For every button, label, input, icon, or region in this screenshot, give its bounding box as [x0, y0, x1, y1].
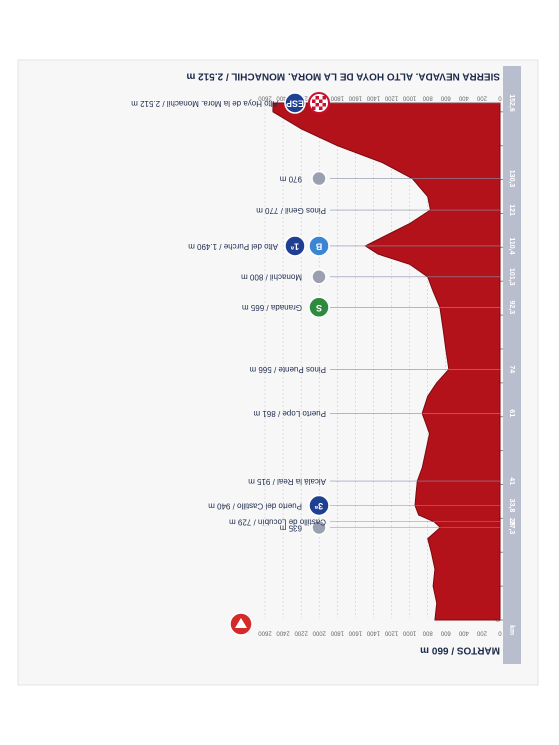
check — [322, 96, 326, 100]
y-tick-label: 800 — [422, 629, 433, 635]
y-tick-label: 200 — [476, 629, 487, 635]
check — [322, 103, 326, 107]
km-label: 152,6 — [508, 94, 515, 112]
badge: 3ª — [308, 494, 330, 517]
y-tick-label: 2400 — [276, 94, 290, 100]
badge — [311, 269, 327, 285]
y-tick-label: 2600 — [258, 629, 272, 635]
badge: ESP — [284, 92, 306, 114]
check — [319, 99, 323, 103]
check — [312, 99, 316, 103]
y-tick-label: 0 — [498, 94, 502, 100]
badge-text: B — [315, 242, 322, 252]
y-tick-label: 0 — [498, 629, 502, 635]
badge-circle — [284, 92, 306, 114]
x-axis-label: km — [508, 625, 515, 635]
waypoint-label: 970 m — [279, 174, 302, 183]
waypoint-label: Alto Hoya de la Mora. Monachil / 2.512 m — [131, 99, 278, 108]
badge-circle — [311, 519, 327, 536]
badge — [311, 519, 327, 536]
waypoint-label: 635 m — [279, 523, 302, 532]
start-triangle — [235, 618, 247, 628]
y-tick-label: 2000 — [312, 629, 326, 635]
waypoint-label: Puerto Lope / 861 m — [253, 409, 326, 418]
km-label: 92,3 — [508, 300, 515, 314]
start-label: MARTOS / 660 m — [420, 644, 500, 655]
y-tick-label: 800 — [422, 94, 433, 100]
y-tick-label: 1400 — [366, 94, 380, 100]
y-tick-label: 600 — [440, 629, 451, 635]
elevation-profile — [272, 102, 501, 621]
badge-text: ESP — [286, 99, 304, 109]
badge — [311, 170, 327, 187]
y-tick-label: 1600 — [348, 94, 362, 100]
km-label: 74 — [508, 365, 515, 373]
badge-text: S — [316, 303, 322, 313]
badge-circle — [308, 494, 330, 517]
y-tick-label: 1200 — [384, 629, 398, 635]
badge-circle — [284, 235, 306, 257]
waypoint-label: Alto del Purche / 1.490 m — [188, 242, 278, 251]
waypoint-label: Granada / 665 m — [242, 303, 302, 312]
badge-circle — [308, 235, 330, 257]
badge-circle — [311, 269, 327, 285]
badge-circle — [311, 170, 327, 187]
y-tick-label: 400 — [458, 94, 469, 100]
km-label: 29 — [508, 518, 515, 526]
km-label: 101,3 — [508, 268, 515, 286]
check — [319, 106, 323, 110]
badge: B — [308, 235, 330, 257]
waypoint-label: Pinos Genil / 770 m — [256, 206, 326, 215]
badge — [308, 92, 330, 114]
waypoint-label: Castillo de Locubín / 729 m — [229, 518, 326, 527]
y-tick-label: 1800 — [330, 94, 344, 100]
badge: 1ª — [284, 235, 306, 257]
y-tick-label: 1800 — [330, 629, 344, 635]
title: SIERRA NEVADA. ALTO HOYA DE LA MORA. MON… — [186, 70, 500, 81]
km-label: 27,3 — [508, 521, 515, 535]
km-label: 130,3 — [508, 170, 515, 188]
badge-text: 3ª — [314, 501, 323, 511]
waypoint-label: Pinos Puente / 566 m — [249, 365, 326, 374]
check — [312, 106, 316, 110]
y-tick-label: 2400 — [276, 629, 290, 635]
check — [315, 103, 319, 107]
km-label: 110,4 — [508, 237, 515, 254]
y-tick-label: 2200 — [294, 629, 308, 635]
km-bar — [503, 66, 521, 664]
y-tick-label: 1200 — [384, 94, 398, 100]
y-tick-label: 1400 — [366, 629, 380, 635]
km-label: 121 — [508, 204, 515, 216]
waypoint-label: Alcalá la Real / 915 m — [248, 477, 326, 486]
badge-circle — [308, 296, 330, 319]
badge-text: 1ª — [290, 242, 299, 252]
y-tick-label: 600 — [440, 94, 451, 100]
km-label: 61 — [508, 409, 515, 417]
y-tick-label: 200 — [476, 94, 487, 100]
y-tick-label: 400 — [458, 629, 469, 635]
waypoint-label: Monachil / 800 m — [241, 273, 302, 282]
y-tick-label: 1000 — [402, 629, 416, 635]
km-label: 41 — [508, 477, 515, 485]
km-label: 33,8 — [508, 499, 515, 513]
y-tick-label: 1600 — [348, 629, 362, 635]
badge: S — [308, 296, 330, 319]
y-tick-label: 2600 — [258, 94, 272, 100]
check — [315, 96, 319, 100]
waypoint-label: Puerto del Castillo / 940 m — [208, 501, 302, 510]
y-tick-label: 1000 — [402, 94, 416, 100]
